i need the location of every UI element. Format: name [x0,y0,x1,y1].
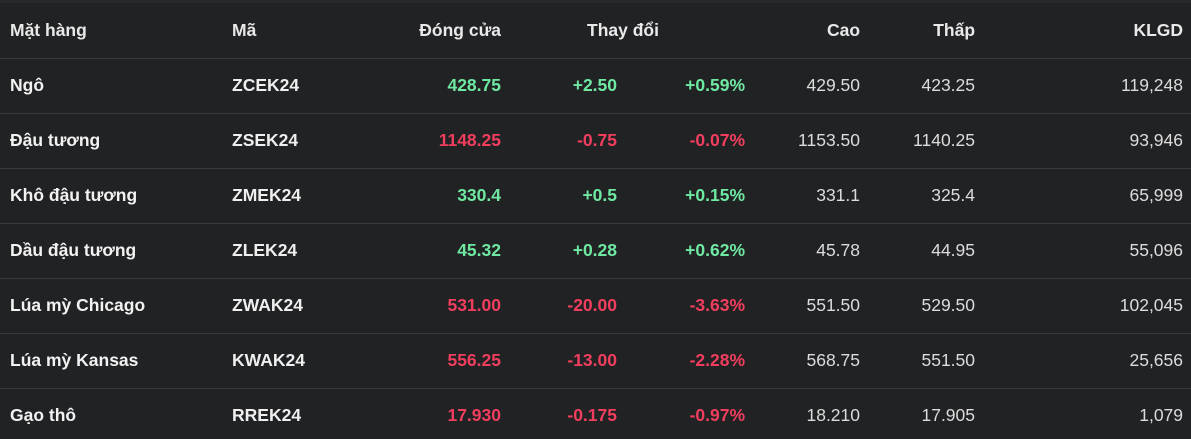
ticker-code-cell: ZWAK24 [232,295,303,315]
volume-cell: 55,096 [1129,240,1184,260]
table-header: Mặt hàng Mã Đóng cửa Thay đổi Cao Thấp K… [0,3,1191,59]
commodity-row[interactable]: Khô đậu tương ZMEK24 330.4 +0.5 +0.15% 3… [0,168,1191,223]
close-price-cell: 556.25 [447,350,501,370]
ticker-code-cell: ZSEK24 [232,130,299,150]
volume-cell: 119,248 [1121,75,1184,95]
ticker-code-cell: ZMEK24 [232,185,302,205]
high-price-cell: 331.1 [816,185,861,205]
close-price-cell: 17.930 [447,405,501,426]
change-value-cell: -0.175 [567,405,617,426]
header-code: Mã [232,3,392,59]
change-value-cell: -0.75 [577,130,617,150]
header-commodity: Mặt hàng [0,3,232,59]
volume-cell: 93,946 [1129,130,1184,150]
header-low: Thấp [860,3,976,59]
close-price-cell: 45.32 [457,240,501,260]
commodity-name-cell: Đậu tương [10,130,101,150]
volume-cell: 1,079 [1139,405,1184,426]
high-price-cell: 18.210 [806,405,861,426]
change-percent-cell: -2.28% [689,350,746,370]
commodity-name-cell: Dầu đậu tương [10,240,137,260]
change-percent-cell: -0.07% [689,130,746,150]
commodity-row[interactable]: Dầu đậu tương ZLEK24 45.32 +0.28 +0.62% … [0,223,1191,278]
commodity-row[interactable]: Lúa mỳ Kansas KWAK24 556.25 -13.00 -2.28… [0,333,1191,388]
low-price-cell: 325.4 [931,185,976,205]
commodity-row[interactable]: Lúa mỳ Chicago ZWAK24 531.00 -20.00 -3.6… [0,278,1191,333]
commodity-name-cell: Ngô [10,75,45,95]
change-percent-cell: +0.59% [685,75,746,95]
low-price-cell: 551.50 [921,350,976,370]
header-change: Thay đổi [501,3,746,59]
change-value-cell: -20.00 [567,295,617,315]
commodity-name-cell: Gạo thô [10,405,77,426]
high-price-cell: 45.78 [816,240,861,260]
change-percent-cell: -3.63% [689,295,746,315]
low-price-cell: 423.25 [921,75,976,95]
volume-cell: 102,045 [1119,295,1184,315]
high-price-cell: 1153.50 [798,130,861,150]
volume-cell: 65,999 [1129,185,1184,205]
commodity-row[interactable]: Đậu tương ZSEK24 1148.25 -0.75 -0.07% 11… [0,113,1191,168]
change-value-cell: -13.00 [567,350,617,370]
ticker-code-cell: ZCEK24 [232,75,300,95]
close-price-cell: 330.4 [457,185,501,205]
header-high: Cao [745,3,861,59]
commodity-name-cell: Khô đậu tương [10,185,138,205]
low-price-cell: 1140.25 [913,130,976,150]
commodity-row[interactable]: Gạo thô RREK24 17.930 -0.175 -0.97% 18.2… [0,388,1191,439]
low-price-cell: 44.95 [931,240,976,260]
high-price-cell: 551.50 [806,295,861,315]
close-price-cell: 1148.25 [438,130,501,150]
ticker-code-cell: KWAK24 [232,350,305,370]
close-price-cell: 531.00 [447,295,501,315]
table-body: Ngô ZCEK24 428.75 +2.50 +0.59% 429.50 42… [0,58,1191,439]
header-row: Mặt hàng Mã Đóng cửa Thay đổi Cao Thấp K… [0,3,1191,59]
commodity-price-table: Mặt hàng Mã Đóng cửa Thay đổi Cao Thấp K… [0,3,1191,439]
commodity-name-cell: Lúa mỳ Kansas [10,350,139,370]
change-value-cell: +2.50 [572,75,617,95]
low-price-cell: 529.50 [921,295,976,315]
change-percent-cell: +0.15% [685,185,746,205]
volume-cell: 25,656 [1129,350,1184,370]
close-price-cell: 428.75 [447,75,501,95]
high-price-cell: 429.50 [806,75,861,95]
ticker-code-cell: RREK24 [232,405,302,426]
commodity-name-cell: Lúa mỳ Chicago [10,295,146,315]
change-value-cell: +0.5 [582,185,617,205]
header-volume: KLGD [975,3,1191,59]
ticker-code-cell: ZLEK24 [232,240,298,260]
high-price-cell: 568.75 [806,350,861,370]
header-close: Đóng cửa [392,3,501,59]
change-percent-cell: -0.97% [689,405,746,426]
change-value-cell: +0.28 [572,240,617,260]
change-percent-cell: +0.62% [685,240,746,260]
commodity-row[interactable]: Ngô ZCEK24 428.75 +2.50 +0.59% 429.50 42… [0,58,1191,113]
low-price-cell: 17.905 [921,405,976,426]
